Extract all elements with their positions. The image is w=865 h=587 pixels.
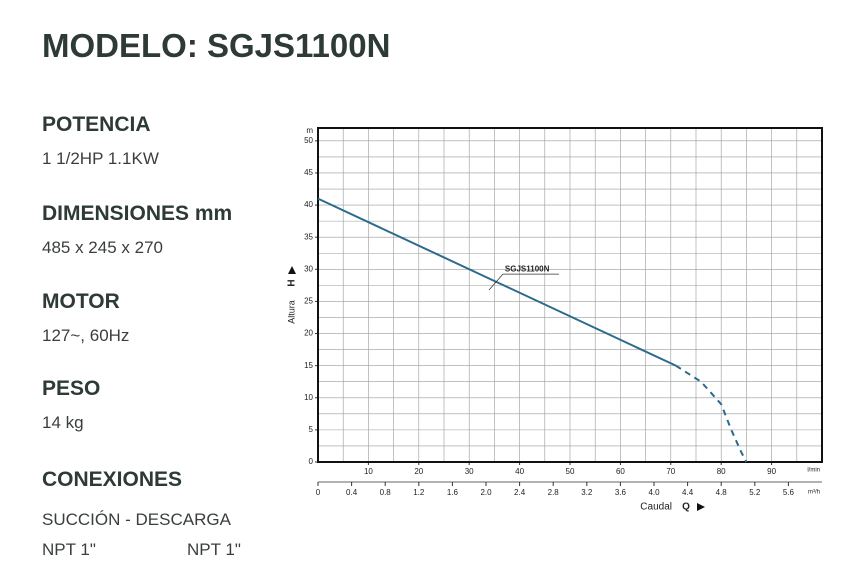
curve [675,364,748,463]
y-axis-symbol: H [287,279,298,286]
spec-value: 485 x 245 x 270 [42,238,163,257]
x2-tick-label: 3.2 [581,488,593,497]
y-tick-label: 15 [304,361,313,370]
x-tick-label: 10 [364,467,373,476]
x-axis-label: Caudal [640,502,672,513]
x2-tick-label: 5.6 [783,488,795,497]
spec-value: 1 1/2HP 1.1KW [42,149,159,168]
plot-frame [317,127,823,463]
y-axis-label: Altura [286,300,296,324]
y-tick-label: 30 [304,264,313,273]
spec-label: DIMENSIONES mm [42,202,232,225]
x2-tick-label: 2.8 [548,488,560,497]
y-tick-label: 35 [304,232,313,241]
spec-value: NPT 1" [187,540,241,559]
x2-unit: m³/h [808,490,820,496]
y-unit: m [306,126,313,135]
spec-label: PESO [42,377,100,400]
x2-tick-label: 1.2 [413,488,425,497]
x-tick-label: 60 [616,467,625,476]
x2-tick-label: 0 [316,488,321,497]
x-axis-symbol: Q [682,502,690,513]
x2-tick-label: 5.2 [749,488,761,497]
x-tick-label: 50 [566,467,575,476]
x2-tick-label: 0.8 [380,488,392,497]
spec-value: 127~, 60Hz [42,326,129,345]
spec-label: MOTOR [42,290,120,313]
y-tick-label: 25 [304,297,313,306]
spec-label: POTENCIA [42,113,151,136]
x-tick-label: 30 [465,467,474,476]
x2-tick-label: 1.6 [447,488,459,497]
x-tick-label: 80 [717,467,726,476]
x-tick-label: 20 [414,467,423,476]
x-axis-arrow [697,503,705,511]
x2-tick-label: 2.4 [514,488,526,497]
x-tick-label: 90 [767,467,776,476]
spec-label: CONEXIONES [42,468,182,491]
x-unit: l/min [807,468,820,474]
spec-value: NPT 1" [42,540,96,559]
y-tick-label: 5 [309,425,314,434]
x2-tick-label: 3.6 [615,488,627,497]
y-axis-arrow [288,266,296,274]
x2-tick-label: 4.8 [716,488,728,497]
y-tick-label: 40 [304,200,313,209]
x2-tick-label: 4.0 [648,488,660,497]
y-tick-label: 45 [304,168,313,177]
spec-value: 14 kg [42,413,84,432]
curve [317,197,677,367]
y-tick-label: 10 [304,393,313,402]
x2-tick-label: 2.0 [480,488,492,497]
page-title: MODELO: SGJS1100N [42,27,390,64]
x-tick-label: 40 [515,467,524,476]
x-tick-label: 70 [666,467,675,476]
y-tick-label: 50 [304,136,313,145]
series-label: SGJS1100N [505,264,550,273]
x2-tick-label: 4.4 [682,488,694,497]
spec-value: SUCCIÓN - DESCARGA [42,510,232,529]
series-leader [488,273,559,291]
y-tick-label: 0 [309,457,314,466]
x2-tick-label: 0.4 [346,488,358,497]
y-tick-label: 20 [304,329,313,338]
